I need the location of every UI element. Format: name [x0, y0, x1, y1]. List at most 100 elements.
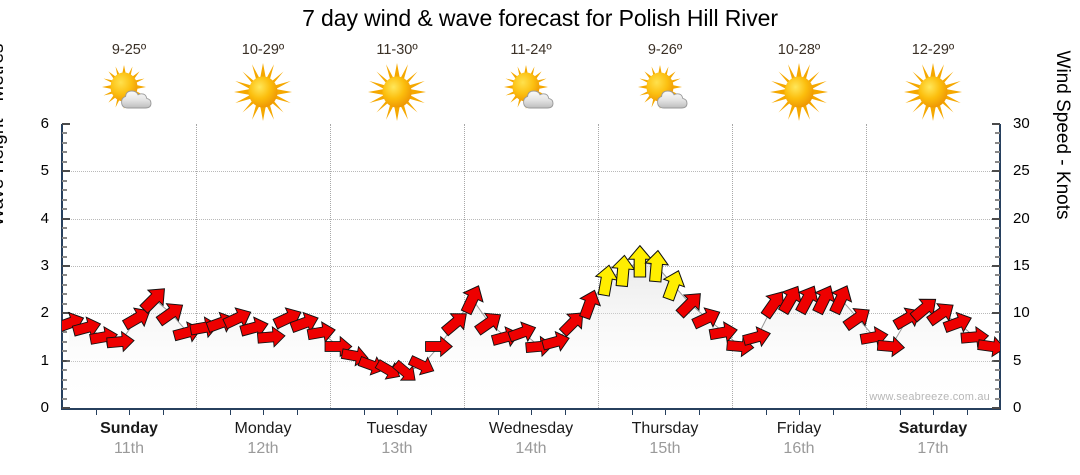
y-axis-major-tick [62, 217, 70, 220]
y-axis-minor-tick [62, 132, 67, 135]
y-axis-minor-tick [995, 236, 1000, 239]
wind-arrow [541, 330, 570, 352]
x-axis-tick [799, 409, 800, 415]
sunny-icon [768, 61, 830, 123]
y-axis-minor-tick [62, 198, 67, 201]
y-axis-minor-tick [62, 236, 67, 239]
y-axis-left-tick-label: 4 [40, 209, 49, 227]
day-footer-saturday: Saturday 17th [866, 414, 1000, 472]
sunny-icon [902, 61, 964, 123]
day-footer-friday: Friday 16th [732, 414, 866, 472]
wind-arrow [691, 307, 721, 330]
temp-range-label: 11-30º [376, 42, 418, 58]
y-axis-minor-tick [62, 179, 67, 182]
horizontal-gridline [62, 218, 1000, 220]
y-axis-minor-tick [62, 369, 67, 372]
partly-cloudy-icon [98, 61, 160, 123]
wind-arrow [829, 285, 853, 316]
y-axis-major-tick [62, 170, 70, 173]
y-axis-minor-tick [62, 255, 67, 258]
y-axis-minor-tick [62, 227, 67, 230]
sunny-icon [366, 61, 428, 123]
y-axis-minor-tick [995, 388, 1000, 391]
y-axis-minor-tick [995, 321, 1000, 324]
y-axis-minor-tick [995, 274, 1000, 277]
wind-arrow [675, 293, 701, 319]
day-footer-sunday: Sunday 11th [62, 414, 196, 472]
wind-arrow [507, 321, 537, 343]
y-axis-minor-tick [62, 208, 67, 211]
y-axis-major-tick [992, 170, 1000, 173]
x-axis-tick [430, 409, 432, 415]
day-boundary-gridline [598, 124, 599, 408]
wind-arrow [106, 330, 135, 353]
wind-arrow [742, 326, 771, 348]
y-axis-major-tick [992, 407, 1000, 409]
x-axis-tick [129, 409, 130, 415]
y-axis-right-tick-label: 15 [1013, 257, 1030, 274]
y-axis-minor-tick [62, 302, 67, 305]
y-axis-right-tick-label: 20 [1013, 209, 1030, 227]
temp-range-label: 10-29º [241, 42, 285, 58]
wind-arrow [425, 335, 453, 358]
wind-arrow [407, 355, 435, 376]
y-axis-minor-tick [62, 340, 67, 343]
y-axis-right-title: Wind Speed - Knots [1052, 50, 1073, 220]
y-axis-right-tick-label: 30 [1013, 115, 1030, 132]
wind-arrow [460, 285, 484, 316]
day-header-strip: 9-25º [62, 38, 1000, 124]
x-axis-tick [363, 409, 365, 415]
y-axis-minor-tick [995, 293, 1000, 296]
y-axis-minor-tick [62, 274, 67, 277]
y-axis-minor-tick [995, 208, 1000, 211]
day-footer-wednesday: Wednesday 14th [464, 414, 598, 472]
y-axis-minor-tick [62, 378, 67, 381]
day-header-saturday: 12-29º [866, 38, 1000, 124]
y-axis-major-tick [992, 312, 1000, 315]
x-axis-day-labels: Sunday 11th Monday 12th Tuesday 13th Wed… [62, 414, 1000, 472]
wind-arrow [558, 312, 584, 337]
watermark-label: www.seabreeze.com.au [869, 391, 990, 403]
wind-arrow [139, 288, 165, 314]
wind-arrow [474, 312, 502, 336]
y-axis-major-tick [62, 407, 70, 409]
day-header-friday: 10-28º [732, 38, 866, 124]
wind-arrow [306, 321, 336, 343]
y-axis-major-tick [992, 123, 1000, 125]
day-footer-thursday: Thursday 15th [598, 414, 732, 472]
day-name-label: Saturday [898, 420, 968, 437]
day-date-label: 12th [247, 440, 279, 457]
y-axis-minor-tick [995, 369, 1000, 372]
y-axis-left-tick-label: 2 [40, 304, 49, 322]
wind-arrow [644, 249, 670, 283]
wave-height-shading [62, 261, 1000, 408]
x-axis-tick [162, 409, 164, 415]
x-axis-tick [95, 409, 97, 415]
day-date-label: 17th [917, 440, 949, 457]
wind-arrow [357, 356, 385, 376]
y-axis-major-tick [992, 217, 1000, 220]
y-axis-left-tick-label: 0 [40, 399, 49, 416]
wind-arrow [876, 335, 906, 358]
wind-arrow [392, 359, 416, 381]
day-boundary-gridline [732, 124, 733, 408]
day-name-label: Tuesday [366, 420, 428, 437]
day-header-sunday: 9-25º [62, 38, 196, 124]
x-axis-tick [966, 409, 968, 415]
day-footer-tuesday: Tuesday 13th [330, 414, 464, 472]
wind-arrow [842, 307, 870, 332]
y-axis-minor-tick [995, 227, 1000, 230]
x-axis-tick [497, 409, 499, 415]
y-axis-right-tick-label: 25 [1013, 162, 1030, 180]
day-boundary-gridline [866, 124, 867, 408]
y-axis-minor-tick [62, 246, 67, 249]
wind-arrow [155, 303, 184, 327]
temp-range-label: 11-24º [510, 42, 552, 58]
y-axis-right-tick-label: 0 [1013, 399, 1022, 416]
y-axis-minor-tick [62, 141, 67, 144]
x-axis-tick [765, 409, 767, 415]
day-name-label: Monday [234, 420, 292, 437]
x-axis-tick [564, 409, 566, 415]
y-axis-minor-tick [995, 255, 1000, 258]
y-axis-left-tick-label: 5 [40, 162, 49, 180]
